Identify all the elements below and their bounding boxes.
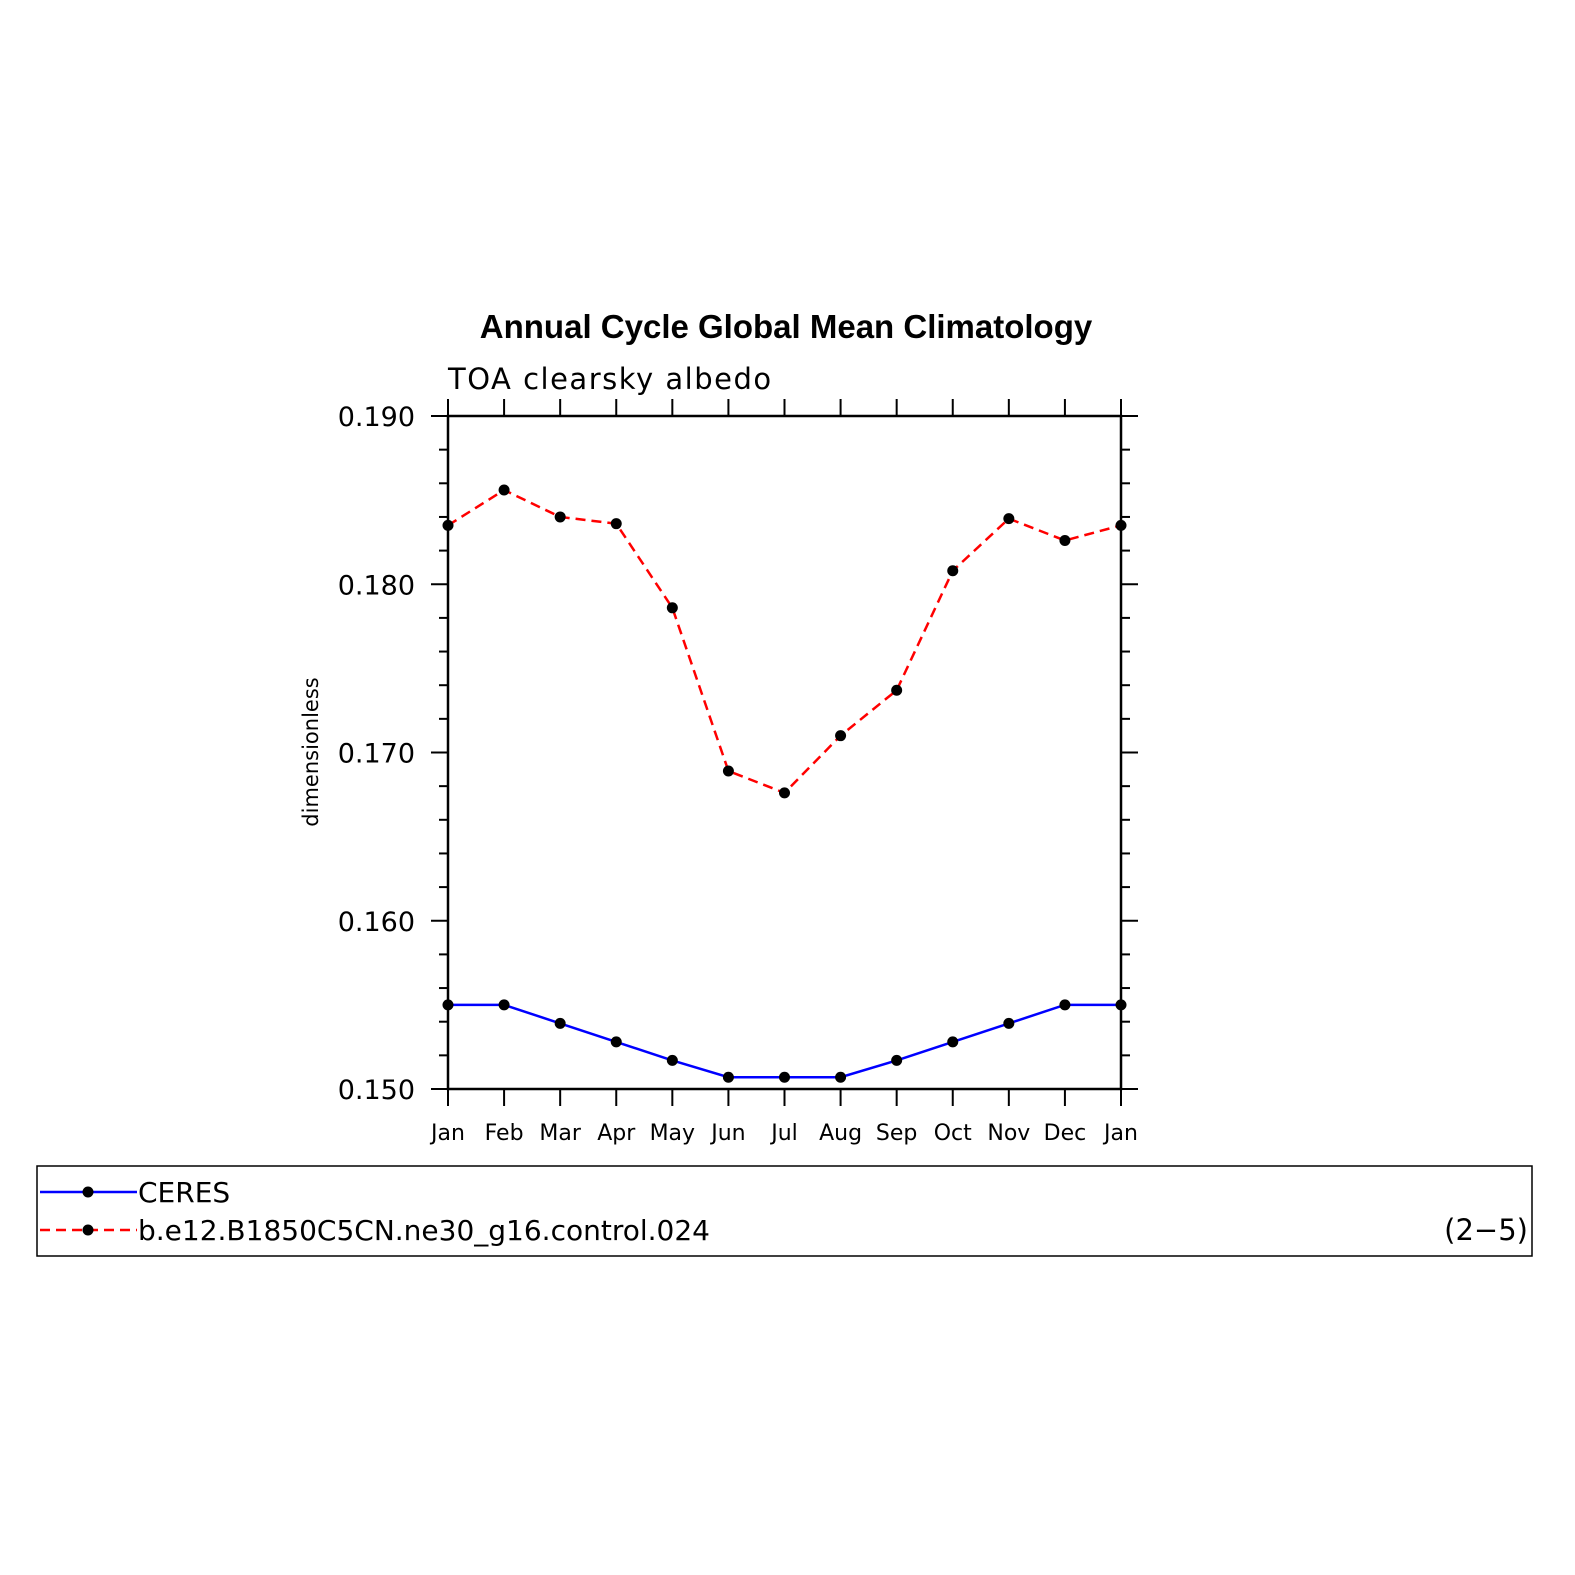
data-point-series-2	[1003, 513, 1015, 525]
data-point-series-1	[722, 1071, 734, 1083]
plot-area: 0.150 0.160 0.170 0.180 0.190 Jan Feb Mar Apr May…	[338, 399, 1138, 1146]
panel-tag: (2−5)	[1444, 1213, 1528, 1247]
data-point-series-2	[1059, 535, 1071, 547]
data-point-series-1	[666, 1054, 678, 1066]
x-tick-label: Mar	[539, 1121, 581, 1146]
data-point-series-1	[442, 999, 454, 1011]
data-point-series-1	[835, 1071, 847, 1083]
x-tick-label: Aug	[819, 1121, 862, 1146]
x-tick-label: Nov	[987, 1121, 1030, 1146]
y-tick-label: 0.180	[338, 570, 415, 601]
x-tick-label: Jun	[709, 1121, 745, 1146]
x-tick-label: May	[650, 1121, 695, 1146]
x-tick-label: Oct	[934, 1121, 972, 1146]
data-point-series-1	[779, 1071, 790, 1083]
data-point-series-2	[666, 602, 678, 614]
data-point-series-2	[1115, 519, 1127, 531]
y-axis-label: dimensionless	[299, 677, 323, 826]
plot-frame	[446, 414, 1123, 1091]
x-tick-label: Jan	[1102, 1121, 1138, 1146]
data-point-series-2	[891, 684, 903, 696]
y-tick-label: 0.190	[338, 402, 415, 433]
data-point-series-2	[610, 518, 622, 530]
data-point-series-1	[1059, 999, 1071, 1011]
legend-label-2: b.e12.B1850C5CN.ne30_g16.control.024	[138, 1214, 710, 1247]
data-point-series-2	[442, 519, 454, 531]
chart-title: Annual Cycle Global Mean Climatology	[480, 308, 1093, 345]
y-tick-label: 0.160	[338, 907, 415, 938]
data-point-series-2	[722, 765, 734, 777]
y-tick-label: 0.150	[338, 1075, 415, 1106]
data-point-series-1	[1115, 999, 1127, 1011]
x-tick-label: Apr	[597, 1121, 636, 1146]
data-point-series-2	[498, 484, 510, 496]
chart-subtitle: TOA clearsky albedo	[447, 362, 773, 396]
legend-label-1: CERES	[138, 1176, 230, 1209]
series-line-1	[448, 1003, 1121, 1079]
data-point-series-2	[947, 565, 959, 577]
x-tick-label: Feb	[485, 1121, 524, 1146]
x-tick-label: Dec	[1044, 1121, 1087, 1146]
data-point-series-2	[835, 730, 847, 742]
data-point-series-2	[554, 511, 566, 523]
data-point-series-1	[947, 1036, 959, 1048]
legend: CERES b.e12.B1850C5CN.ne30_g16.control.02…	[36, 1165, 1533, 1257]
series-line-2	[447, 488, 1122, 795]
y-tick-label: 0.170	[338, 739, 415, 770]
x-tick-label: Jul	[769, 1121, 798, 1146]
data-point-series-1	[610, 1036, 622, 1048]
legend-box	[36, 1165, 1533, 1257]
legend-marker-1	[82, 1186, 94, 1198]
legend-marker-2	[82, 1224, 94, 1236]
x-tick-label: Sep	[876, 1121, 917, 1146]
data-point-series-1	[1003, 1017, 1015, 1029]
data-point-series-1	[498, 999, 510, 1011]
data-point-series-1	[554, 1017, 566, 1029]
x-tick-label: Jan	[429, 1121, 465, 1146]
data-point-series-2	[779, 787, 790, 799]
data-point-series-1	[891, 1054, 903, 1066]
